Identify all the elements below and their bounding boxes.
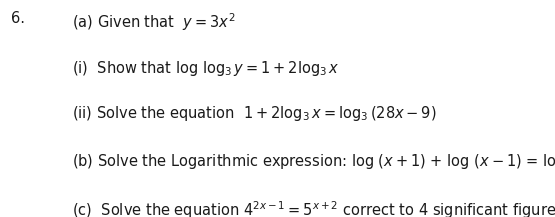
Text: (ii) Solve the equation  $1 + 2\log_3 x = \log_3(28x - 9)$: (ii) Solve the equation $1 + 2\log_3 x =… bbox=[72, 104, 437, 123]
Text: (i)  Show that log $\log_3 y = 1 + 2\log_3 x$: (i) Show that log $\log_3 y = 1 + 2\log_… bbox=[72, 59, 340, 78]
Text: (a) Given that  $y = 3x^2$: (a) Given that $y = 3x^2$ bbox=[72, 11, 236, 33]
Text: (b) Solve the Logarithmic expression: log $(x+1)$ + log $(x-1)$ = log3: (b) Solve the Logarithmic expression: lo… bbox=[72, 152, 555, 171]
Text: 6.: 6. bbox=[11, 11, 25, 26]
Text: (c)  Solve the equation $4^{2x-1} = 5^{x+2}$ correct to 4 significant figures: (c) Solve the equation $4^{2x-1} = 5^{x+… bbox=[72, 200, 555, 217]
